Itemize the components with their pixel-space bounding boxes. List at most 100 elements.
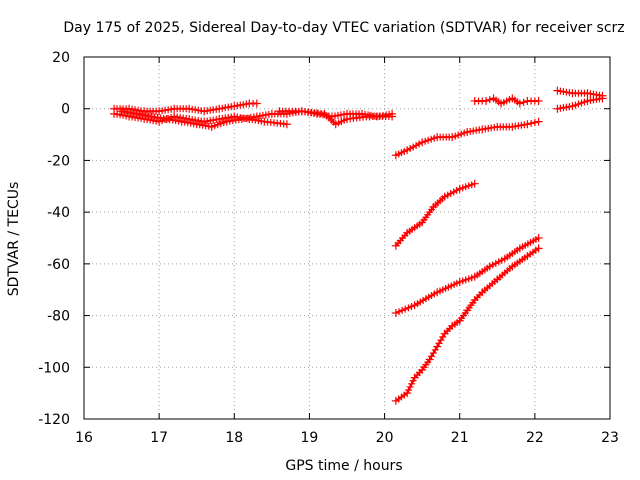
sample-marker [465, 275, 473, 283]
sample-marker [430, 290, 438, 298]
sample-marker [483, 264, 491, 272]
sample-marker [521, 254, 529, 262]
sample-marker [122, 112, 130, 120]
sample-marker [453, 279, 461, 287]
sample-marker [212, 105, 220, 113]
sample-marker [235, 116, 243, 124]
sample-marker [400, 147, 408, 155]
sample-marker [520, 121, 528, 129]
series-arc-1 [110, 99, 261, 116]
sample-marker [398, 306, 406, 314]
sample-marker [580, 98, 588, 106]
sample-marker [498, 256, 506, 264]
sample-marker [145, 112, 153, 120]
series-arc-4 [275, 107, 397, 129]
sample-marker [385, 112, 393, 120]
y-tick-label: 20 [52, 50, 70, 66]
data-point [534, 117, 543, 126]
sample-marker [249, 100, 257, 108]
sample-marker [453, 318, 461, 326]
sample-marker [574, 100, 582, 108]
sample-marker [130, 109, 138, 117]
sample-marker [340, 116, 348, 124]
series-arc-7 [391, 234, 543, 317]
sample-marker [404, 304, 412, 312]
sample-marker [565, 89, 573, 97]
series-arc-10 [553, 86, 607, 100]
sample-marker [182, 115, 190, 123]
x-axis-label: GPS time / hours [285, 458, 402, 474]
sample-marker [416, 220, 424, 228]
sample-marker [211, 122, 219, 130]
sample-marker [469, 299, 477, 307]
sample-marker [317, 110, 325, 118]
x-tick-label: 21 [451, 430, 469, 446]
y-tick-label: -100 [38, 360, 70, 376]
series-arc-5 [391, 117, 543, 160]
sample-marker [465, 182, 473, 190]
sample-marker [453, 186, 461, 194]
series-arc-9 [470, 94, 543, 108]
chart-title: Day 175 of 2025, Sidereal Day-to-day VTE… [63, 20, 624, 36]
sample-marker [428, 206, 436, 214]
sample-marker [532, 235, 540, 243]
sample-marker [242, 100, 250, 108]
y-tick-label: -40 [47, 205, 70, 221]
series-arc-6 [391, 179, 479, 250]
sample-marker [462, 183, 470, 191]
sample-marker [137, 115, 145, 123]
y-tick-label: -80 [47, 309, 70, 325]
sample-marker [214, 121, 222, 129]
sample-marker [460, 129, 468, 137]
sample-marker [513, 246, 521, 254]
sample-marker [513, 98, 521, 106]
y-tick-label: -60 [47, 257, 70, 273]
series-arc-8 [391, 244, 543, 405]
sample-marker [197, 107, 205, 115]
sample-marker [167, 105, 175, 113]
sample-marker [431, 346, 439, 354]
sample-marker [577, 99, 585, 107]
x-tick-label: 19 [301, 430, 319, 446]
x-tick-label: 17 [150, 430, 168, 446]
sample-marker [462, 276, 470, 284]
sample-marker [395, 308, 403, 316]
sample-marker [506, 265, 514, 273]
sample-marker [137, 107, 145, 115]
sample-marker [329, 118, 337, 126]
sample-marker [400, 391, 408, 399]
axes: 16 17 18 19 20 21 22 23 20 0 -20 -40 -60 -80 -100 -120 [38, 50, 619, 446]
sample-marker [461, 309, 469, 317]
sample-marker [405, 386, 413, 394]
sample-marker [220, 119, 228, 127]
sample-marker [430, 134, 438, 142]
sample-marker [531, 119, 539, 127]
sample-marker [217, 120, 225, 128]
sample-marker [205, 122, 213, 130]
sample-marker [468, 181, 476, 189]
sample-marker [468, 274, 476, 282]
sample-marker [227, 113, 235, 121]
sample-marker [295, 107, 303, 115]
sample-marker [421, 137, 429, 145]
sample-marker [475, 126, 483, 134]
sample-marker [424, 358, 432, 366]
sample-marker [250, 113, 258, 121]
sample-marker [489, 261, 497, 269]
sample-marker [280, 120, 288, 128]
sample-marker [152, 107, 160, 115]
sample-marker [197, 117, 205, 125]
sample-marker [416, 368, 424, 376]
sample-marker [427, 135, 435, 143]
sample-marker [424, 136, 432, 144]
x-tick-label: 16 [75, 430, 93, 446]
sample-marker [415, 140, 423, 148]
sample-marker [409, 143, 417, 151]
sample-marker [227, 103, 235, 111]
x-tick-label: 22 [526, 430, 544, 446]
sample-marker [401, 305, 409, 313]
sample-marker [531, 97, 539, 105]
sample-marker [478, 97, 486, 105]
